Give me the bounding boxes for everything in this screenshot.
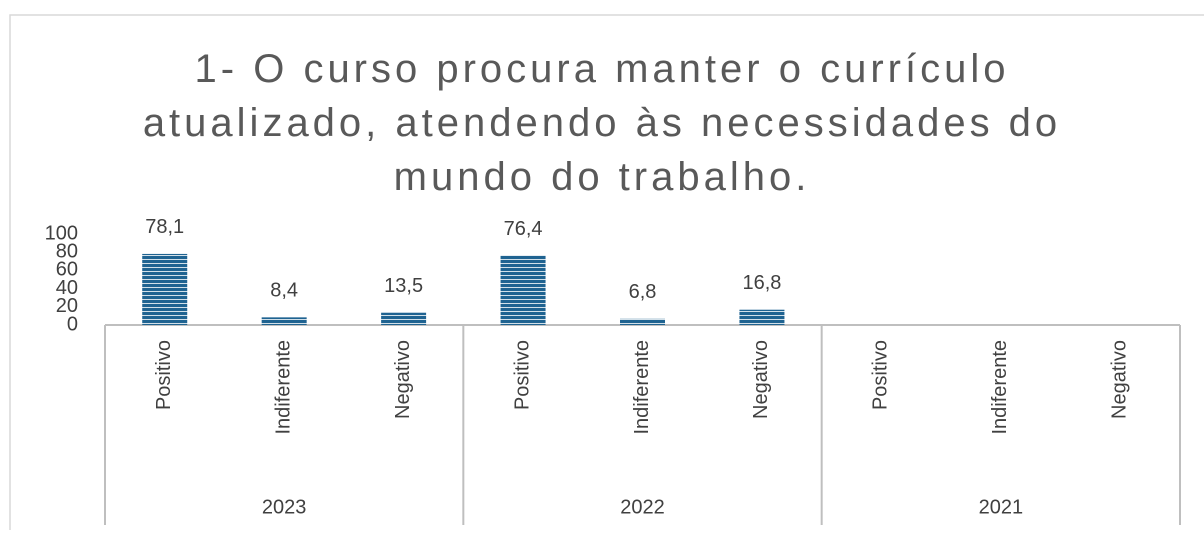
bar — [261, 317, 307, 325]
data-label: 6,8 — [629, 281, 657, 303]
x-tick-label: Indiferente — [272, 340, 294, 435]
group-label: 2021 — [979, 496, 1024, 518]
bar — [381, 312, 427, 325]
y-tick-label: 20 — [56, 295, 78, 317]
y-tick-label: 40 — [56, 277, 78, 299]
group-label: 2023 — [262, 496, 307, 518]
bar — [500, 255, 546, 325]
x-tick-label: Indiferente — [631, 340, 653, 435]
x-tick-label: Indiferente — [989, 340, 1011, 435]
bar — [620, 318, 665, 325]
bar — [142, 253, 188, 325]
x-tick-label: Negativo — [1109, 340, 1131, 419]
y-tick-label: 80 — [56, 240, 78, 262]
x-tick-label: Negativo — [392, 340, 414, 419]
y-tick-label: 100 — [45, 222, 78, 244]
group-label: 2022 — [620, 496, 665, 518]
bar — [739, 309, 785, 325]
data-label: 16,8 — [742, 272, 781, 294]
x-tick-label: Positivo — [153, 340, 175, 410]
x-tick-label: Positivo — [870, 340, 892, 410]
data-label: 78,1 — [145, 216, 184, 238]
x-tick-label: Positivo — [511, 340, 533, 410]
y-tick-label: 60 — [56, 259, 78, 281]
chart-title: 1- O curso procura manter o currículo at… — [142, 47, 1062, 199]
x-tick-label: Negativo — [750, 340, 772, 419]
y-tick-label: 0 — [67, 313, 78, 335]
data-label: 13,5 — [384, 275, 423, 297]
data-label: 76,4 — [504, 218, 543, 240]
chart-border — [9, 14, 1204, 530]
data-label: 8,4 — [270, 280, 298, 302]
